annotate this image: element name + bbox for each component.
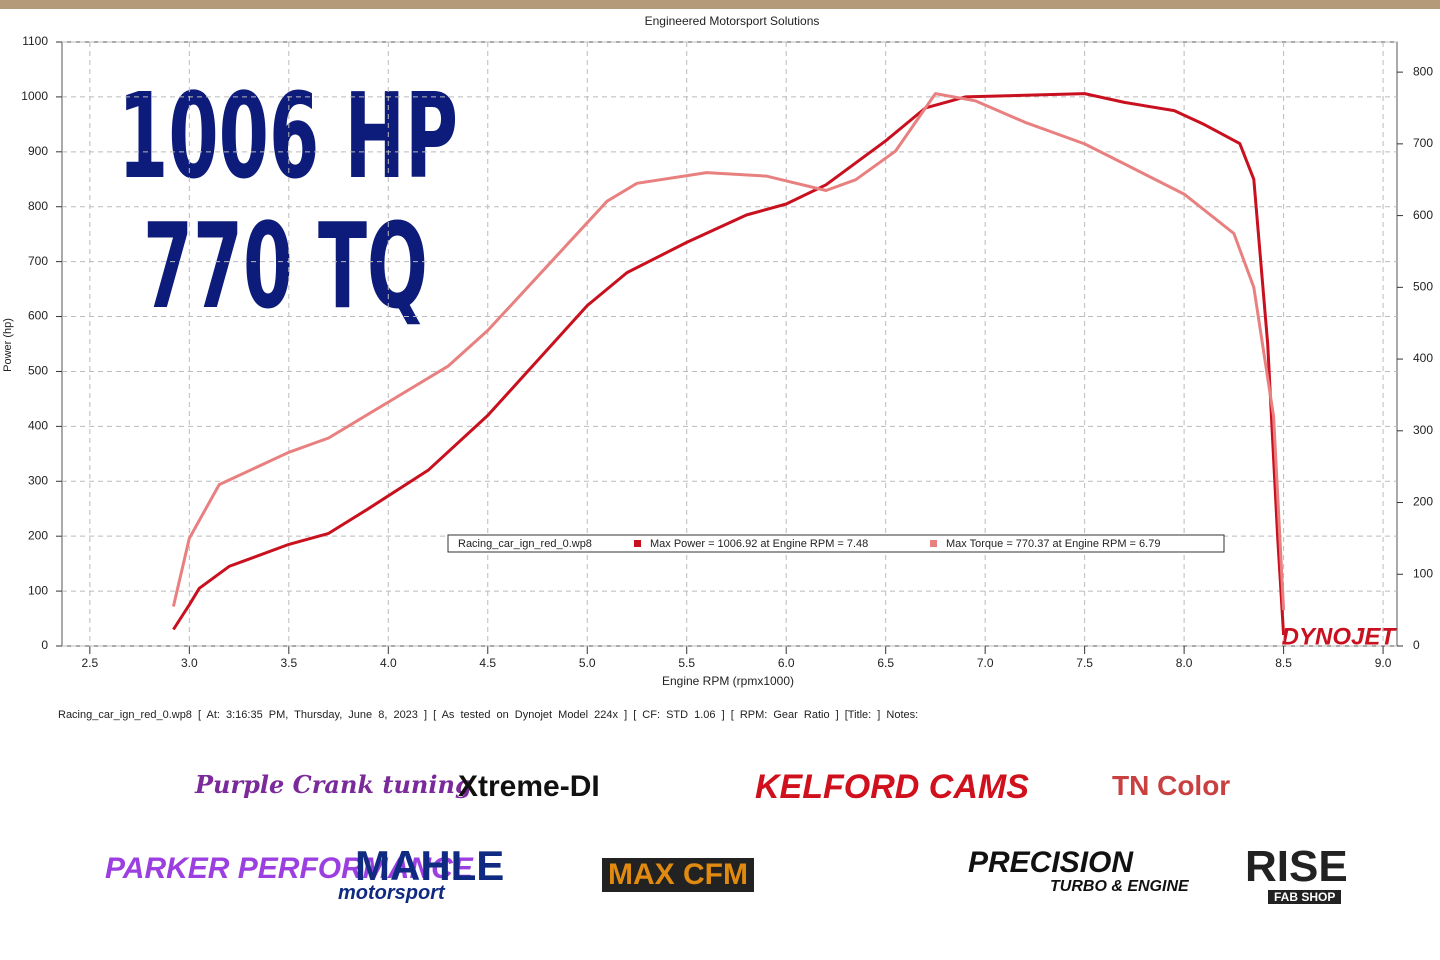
series-line [171,92,1286,611]
legend-swatch [930,540,937,547]
y2-tick-label: 400 [1413,351,1433,365]
y2-tick-label: 700 [1413,136,1433,150]
x-tick-label: 6.5 [877,656,894,670]
chart-title: Engineered Motorsport Solutions [645,14,820,28]
logo: KELFORD CAMS [755,768,1029,806]
legend-file: Racing_car_ign_red_0.wp8 [458,538,592,550]
x-tick-label: 4.5 [479,656,496,670]
y-tick-label: 500 [28,364,48,378]
logo: motorsport [338,882,445,904]
y-tick-label: 600 [28,309,48,323]
logo: MAHLE [355,842,505,889]
top-strip [0,0,1440,9]
y-tick-label: 400 [28,419,48,433]
y-tick-label: 300 [28,473,48,487]
x-tick-label: 6.0 [778,656,795,670]
y-tick-label: 100 [28,583,48,597]
x-label: Engine RPM (rpmx1000) [662,674,794,688]
y2-tick-label: 800 [1413,64,1433,78]
headline: 1006 HP [118,67,458,205]
legend-box [447,534,1225,553]
y2-tick-label: 300 [1413,423,1433,437]
x-tick-label: 5.5 [678,656,695,670]
logo: FAB SHOP [1268,890,1342,904]
y2-tick-label: 200 [1413,495,1433,509]
y-tick-label: 700 [28,254,48,268]
x-tick-label: 3.0 [181,656,198,670]
y2-tick-label: 0 [1413,638,1420,652]
logo: PARKER PERFORMANCE [105,852,473,885]
logo: Xtreme-DI [458,770,600,803]
logo: RISE [1245,842,1348,891]
x-tick-label: 2.5 [82,656,99,670]
series-line [172,92,1286,636]
x-tick-label: 3.5 [280,656,297,670]
logo: MAX CFM [602,858,754,892]
x-tick-label: 8.0 [1176,656,1193,670]
legend-entry: Max Power = 1006.92 at Engine RPM = 7.48 [650,538,868,550]
x-tick-label: 7.5 [1076,656,1093,670]
y2-tick-label: 500 [1413,280,1433,294]
x-tick-label: 8.5 [1275,656,1292,670]
footer: Racing_car_ign_red_0.wp8 [ At: 3:16:35 P… [58,709,919,721]
y-tick-label: 200 [28,528,48,542]
legend-entry: Max Torque = 770.37 at Engine RPM = 6.79 [946,538,1160,550]
y2-tick-label: 600 [1413,208,1433,222]
y-tick-label: 800 [28,199,48,213]
logo: TN Color [1112,770,1231,801]
logo: Purple Crank tuning [195,770,472,799]
x-tick-label: 9.0 [1375,656,1392,670]
logo: PRECISION [968,846,1134,879]
chart: Engineered Motorsport Solutions Engine R… [0,0,1440,688]
y-label: Power (hp) [2,318,14,372]
x-tick-label: 4.0 [380,656,397,670]
y2-tick-label: 100 [1413,566,1433,580]
y-tick-label: 900 [28,144,48,158]
x-tick-label: 5.0 [579,656,596,670]
y-tick-label: 0 [41,638,48,652]
logo: TURBO & ENGINE [1050,878,1189,895]
legend-swatch [634,540,641,547]
y-tick-label: 1000 [21,89,48,103]
x-tick-label: 7.0 [977,656,994,670]
y-tick-label: 1100 [22,34,48,48]
headline: 770 TQ [143,197,428,335]
